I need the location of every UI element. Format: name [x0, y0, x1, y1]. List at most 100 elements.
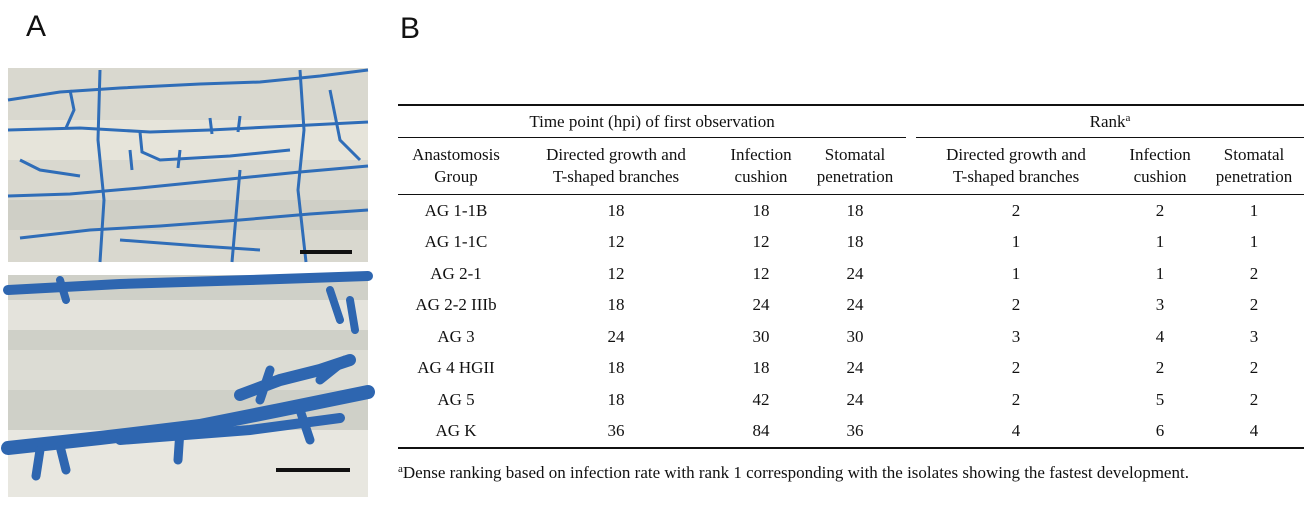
column-header-line: Directed growth and — [546, 145, 686, 164]
table-cell: 24 — [804, 290, 906, 322]
table-cell: 5 — [1116, 384, 1204, 416]
table-cell: 18 — [718, 353, 804, 385]
row-label: AG K — [398, 416, 514, 449]
spacer — [906, 227, 916, 259]
micrograph-bottom — [8, 275, 368, 497]
spacer — [906, 416, 916, 449]
table-cell: 1 — [916, 258, 1116, 290]
table-cell: 18 — [514, 353, 718, 385]
column-header-line: Stomatal — [1224, 145, 1284, 164]
column-header-line: T-shaped branches — [553, 167, 679, 186]
column-header-line: Infection — [730, 145, 791, 164]
table-cell: 12 — [514, 258, 718, 290]
column-header: Directed growth and T-shaped branches — [514, 138, 718, 195]
spacer — [906, 290, 916, 322]
row-label: AG 5 — [398, 384, 514, 416]
row-label: AG 2-1 — [398, 258, 514, 290]
table-cell: 4 — [1204, 416, 1304, 449]
spacer — [906, 384, 916, 416]
table-cell: 30 — [804, 321, 906, 353]
table-cell: 2 — [916, 353, 1116, 385]
group-header: Ranka — [916, 105, 1304, 138]
spacer — [906, 321, 916, 353]
table-cell: 84 — [718, 416, 804, 449]
row-label: AG 3 — [398, 321, 514, 353]
table-cell: 2 — [916, 195, 1116, 227]
column-header-line: Infection — [1129, 145, 1190, 164]
table-cell: 24 — [804, 384, 906, 416]
column-header: Infection cushion — [718, 138, 804, 195]
row-label: AG 2-2 IIIb — [398, 290, 514, 322]
micrograph-top — [8, 68, 368, 262]
table-cell: 18 — [514, 384, 718, 416]
table-cell: 42 — [718, 384, 804, 416]
table-cell: 2 — [1116, 195, 1204, 227]
column-header-line: cushion — [1134, 167, 1187, 186]
table-cell: 18 — [514, 290, 718, 322]
table-cell: 24 — [514, 321, 718, 353]
table-cell: 4 — [1116, 321, 1204, 353]
table-cell: 24 — [804, 353, 906, 385]
table-cell: 3 — [1116, 290, 1204, 322]
results-table: Time point (hpi) of first observation Ra… — [398, 104, 1304, 449]
spacer — [906, 258, 916, 290]
row-label: AG 1-1C — [398, 227, 514, 259]
group-header-text: Rank — [1090, 112, 1126, 131]
table-cell: 18 — [514, 195, 718, 227]
table-cell: 18 — [804, 195, 906, 227]
table-cell: 1 — [1204, 227, 1304, 259]
table-cell: 2 — [1204, 384, 1304, 416]
table-cell: 2 — [1116, 353, 1204, 385]
column-header: AnastomosisGroup — [398, 138, 514, 195]
column-header-line: penetration — [1216, 167, 1292, 186]
table-cell: 1 — [916, 227, 1116, 259]
table-cell: 2 — [1204, 290, 1304, 322]
table-cell: 18 — [804, 227, 906, 259]
table-cell: 24 — [718, 290, 804, 322]
table-cell: 2 — [1204, 353, 1304, 385]
table-cell: 2 — [916, 384, 1116, 416]
table-cell: 6 — [1116, 416, 1204, 449]
spacer — [906, 195, 916, 227]
group-header: Time point (hpi) of first observation — [398, 105, 906, 138]
table-cell: 12 — [718, 258, 804, 290]
table-cell: 1 — [1116, 227, 1204, 259]
table-cell: 2 — [1204, 258, 1304, 290]
table-cell: 30 — [718, 321, 804, 353]
table-cell: 24 — [804, 258, 906, 290]
column-header: Stomatal penetration — [804, 138, 906, 195]
row-label: AG 1-1B — [398, 195, 514, 227]
table-cell: 36 — [804, 416, 906, 449]
page: {"panels": {"a": {"label": "A"}, "b": {"… — [0, 0, 1304, 506]
column-header-line: penetration — [817, 167, 893, 186]
column-header-line: cushion — [735, 167, 788, 186]
row-label: AG 4 HGII — [398, 353, 514, 385]
footnote-text: Dense ranking based on infection rate wi… — [403, 463, 1189, 482]
table-cell: 12 — [514, 227, 718, 259]
spacer — [906, 353, 916, 385]
column-header-line: Group — [434, 167, 477, 186]
table-cell: 4 — [916, 416, 1116, 449]
table-cell: 3 — [916, 321, 1116, 353]
table-cell: 12 — [718, 227, 804, 259]
panel-label: B — [400, 12, 420, 46]
column-header: Infection cushion — [1116, 138, 1204, 195]
spacer — [906, 138, 916, 195]
column-header-line: Stomatal — [825, 145, 885, 164]
micrographs — [0, 0, 380, 506]
footnote-marker: a — [1126, 112, 1131, 124]
table-cell: 2 — [916, 290, 1116, 322]
column-header: Stomatal penetration — [1204, 138, 1304, 195]
column-header-line: Directed growth and — [946, 145, 1086, 164]
table-cell: 3 — [1204, 321, 1304, 353]
table-cell: 18 — [718, 195, 804, 227]
